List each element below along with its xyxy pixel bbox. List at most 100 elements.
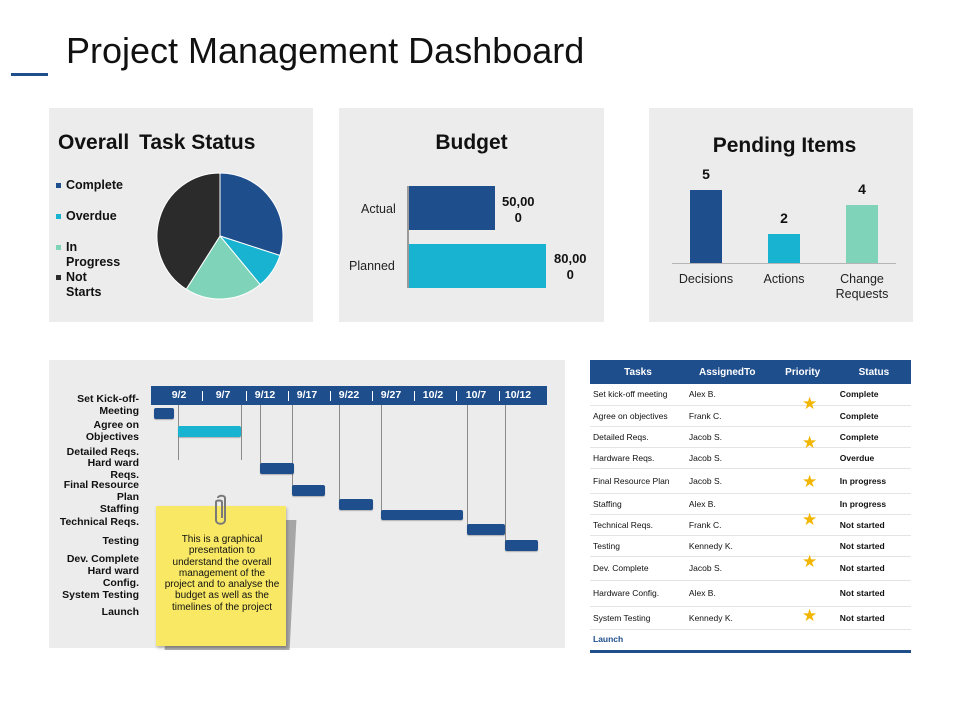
- gantt-bar: [178, 426, 241, 437]
- timeline-separator: [499, 391, 500, 401]
- gantt-task-label-line: Launch: [101, 606, 139, 618]
- gantt-connector-line: [260, 405, 261, 470]
- cell-status: Not started: [836, 580, 911, 607]
- legend-label: Complete: [66, 178, 123, 192]
- table-row: Detailed Reqs. Jacob S. Complete: [590, 426, 911, 448]
- cell-status: Overdue: [836, 447, 911, 469]
- budget-label-planned: Planned: [349, 259, 395, 273]
- legend-item-not-starts: Not Starts: [56, 270, 146, 300]
- cell-priority: [768, 384, 837, 406]
- gantt-task-label-line: Set Kick-off-: [77, 393, 139, 405]
- pending-bar-change-requests: [846, 205, 878, 263]
- task-status-pie-chart: [156, 172, 284, 300]
- cell-task: Dev. Complete: [590, 556, 686, 581]
- gantt-bar: [292, 485, 325, 496]
- table-row: Hardware Reqs. Jacob S. Overdue: [590, 447, 911, 469]
- gantt-task-label: Final Resource Plan: [49, 479, 139, 503]
- budget-value-line: 50,00: [502, 194, 535, 209]
- gantt-panel: [49, 360, 565, 648]
- gantt-task-label: System Testing: [49, 589, 139, 601]
- pending-title: Pending Items: [712, 134, 857, 157]
- gantt-task-label: Set Kick-off- Meeting: [49, 393, 139, 417]
- pending-bar-decisions: [690, 190, 722, 263]
- gantt-task-label-line: Config.: [102, 577, 139, 589]
- cell-assigned-to: Frank C.: [685, 514, 769, 536]
- cell-assigned-to: Frank C.: [685, 405, 769, 427]
- cell-priority: [768, 514, 837, 536]
- cell-status: Not started: [836, 535, 911, 557]
- budget-value-planned: 80,00 0: [554, 251, 587, 283]
- timeline-separator: [456, 391, 457, 401]
- gantt-bar: [339, 499, 373, 510]
- task-status-title-word2: Task Status: [139, 131, 256, 154]
- gantt-task-label: Dev. Complete: [49, 553, 139, 565]
- budget-value-line: 80,00: [554, 251, 587, 266]
- cell-assigned-to: Alex B.: [685, 493, 769, 515]
- budget-value-line: 0: [566, 267, 574, 282]
- pending-value-decisions: 5: [702, 166, 710, 182]
- timeline-date: 10/7: [465, 389, 487, 401]
- gantt-connector-line: [339, 405, 340, 505]
- header-tasks: Tasks: [590, 360, 686, 384]
- gantt-task-label-line: Plan: [116, 491, 139, 503]
- cell-task: Hardware Reqs.: [590, 447, 686, 469]
- pending-label-line: Change: [840, 272, 884, 286]
- gantt-task-label-line: Hard ward: [87, 565, 139, 577]
- priority-star-icon: ★: [802, 606, 818, 625]
- legend-item-complete: Complete: [56, 178, 146, 209]
- table-row: Agree on objectives Frank C. Complete: [590, 405, 911, 427]
- pending-bar-actions: [768, 234, 800, 263]
- cell-status: In progress: [836, 468, 911, 494]
- gantt-task-label-line: Dev. Complete: [66, 553, 139, 565]
- timeline-date: 9/22: [338, 389, 360, 401]
- task-status-title: Overall Task Status: [58, 131, 255, 155]
- timeline-separator: [246, 391, 247, 401]
- legend-swatch: [56, 183, 61, 189]
- timeline-separator: [372, 391, 373, 401]
- timeline-separator: [202, 391, 203, 401]
- cell-priority: [768, 447, 837, 469]
- header-status: Status: [836, 360, 911, 384]
- cell-task: Hardware Config.: [590, 580, 686, 607]
- pie-slice-in-progress: [185, 235, 261, 300]
- cell-assigned-to: Alex B.: [685, 580, 769, 607]
- budget-label-actual: Actual: [361, 202, 396, 216]
- timeline-separator: [288, 391, 289, 401]
- cell-priority: [768, 468, 837, 494]
- legend-label: In: [66, 240, 78, 254]
- gantt-task-label: Launch: [49, 606, 139, 618]
- gantt-task-label-line: Detailed Reqs.: [66, 446, 139, 458]
- cell-priority: [768, 535, 837, 557]
- budget-value-actual: 50,00 0: [502, 194, 535, 226]
- gantt-task-label-line: Testing: [102, 535, 139, 547]
- pending-label-line: Requests: [835, 287, 889, 301]
- gantt-task-label: Technical Reqs.: [49, 516, 139, 528]
- cell-task: Agree on objectives: [590, 405, 686, 427]
- table-header-row: Tasks AssignedTo Priority Status: [590, 360, 911, 384]
- timeline-date: 9/12: [254, 389, 276, 401]
- cell-status: In progress: [836, 493, 911, 515]
- pending-value-change-requests: 4: [858, 181, 866, 197]
- cell-status: Not started: [836, 556, 911, 581]
- cell-assigned-to: Kennedy K.: [685, 535, 769, 557]
- priority-star-icon: ★: [802, 552, 818, 571]
- gantt-task-label: Detailed Reqs.: [49, 446, 139, 458]
- timeline-date: 10/12: [504, 389, 532, 401]
- pie-slice-not-starts: [156, 172, 221, 290]
- table-row: Staffing Alex B. In progress: [590, 493, 911, 515]
- priority-star-icon: ★: [802, 510, 818, 529]
- table-row: Dev. Complete Jacob S. Not started: [590, 556, 911, 581]
- cell-task: Technical Reqs.: [590, 514, 686, 536]
- legend-swatch: [56, 214, 61, 220]
- gantt-bar: [260, 463, 294, 474]
- legend-swatch: [56, 245, 61, 251]
- task-status-legend: Complete Overdue In Progress Not Starts: [56, 178, 146, 300]
- pending-label-decisions: Decisions: [678, 272, 734, 286]
- cell-status: Not started: [836, 514, 911, 536]
- gantt-task-label-line: Reqs.: [110, 469, 139, 481]
- cell-priority: [768, 628, 837, 649]
- legend-swatch: [56, 275, 61, 281]
- timeline-date: 10/2: [422, 389, 444, 401]
- gantt-connector-line: [467, 405, 468, 530]
- gantt-connector-line: [292, 405, 293, 490]
